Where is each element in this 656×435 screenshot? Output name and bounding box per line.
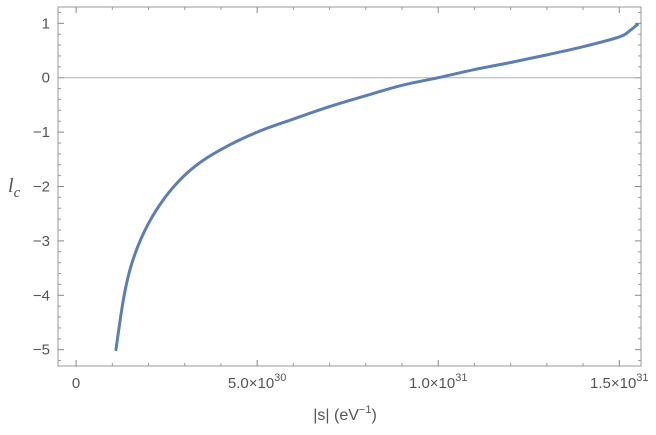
x-tick-label: 0 bbox=[72, 375, 80, 392]
x-axis-title-close: ) bbox=[371, 407, 376, 424]
y-tick-label: 0 bbox=[42, 70, 50, 87]
y-tick-labels: 1 0 −1 −2 −3 −4 −5 bbox=[33, 15, 50, 358]
x-axis-title-main: |s| (eV bbox=[313, 407, 359, 424]
y-axis-title-main: l bbox=[8, 175, 14, 197]
minor-ticks bbox=[58, 7, 641, 366]
x-tick-mantissa: 1.5×10 bbox=[590, 375, 636, 392]
y-tick-label: 1 bbox=[42, 15, 50, 32]
series-line-0 bbox=[114, 22, 639, 352]
x-tick-label: 1.0×1031 bbox=[409, 372, 468, 392]
y-tick-label: −1 bbox=[33, 124, 50, 141]
x-tick-mantissa: 5.0×10 bbox=[228, 375, 274, 392]
y-axis-title: lc bbox=[8, 175, 21, 201]
x-tick-label: 5.0×1030 bbox=[228, 372, 287, 392]
y-tick-label: −4 bbox=[33, 287, 50, 304]
plot-frame bbox=[57, 6, 642, 367]
y-tick-label: −5 bbox=[33, 342, 50, 359]
y-axis-title-sub: c bbox=[14, 185, 21, 201]
major-ticks bbox=[58, 7, 641, 366]
x-axis-title: |s| (eV−1) bbox=[313, 404, 377, 424]
plot-border bbox=[57, 6, 642, 367]
x-tick-exponent: 31 bbox=[636, 372, 648, 384]
x-axis-title-sup: −1 bbox=[359, 404, 372, 416]
x-tick-mantissa: 1.0×10 bbox=[409, 375, 455, 392]
y-tick-label: −2 bbox=[33, 179, 50, 196]
x-tick-exponent: 30 bbox=[274, 372, 286, 384]
x-tick-label: 1.5×1031 bbox=[590, 372, 649, 392]
y-tick-label: −3 bbox=[33, 233, 50, 250]
x-tick-labels: 0 5.0×1030 1.0×1031 1.5×1031 bbox=[72, 372, 649, 392]
x-tick-exponent: 31 bbox=[455, 372, 467, 384]
series-group bbox=[114, 22, 639, 352]
x-tick-mantissa: 0 bbox=[72, 375, 80, 392]
